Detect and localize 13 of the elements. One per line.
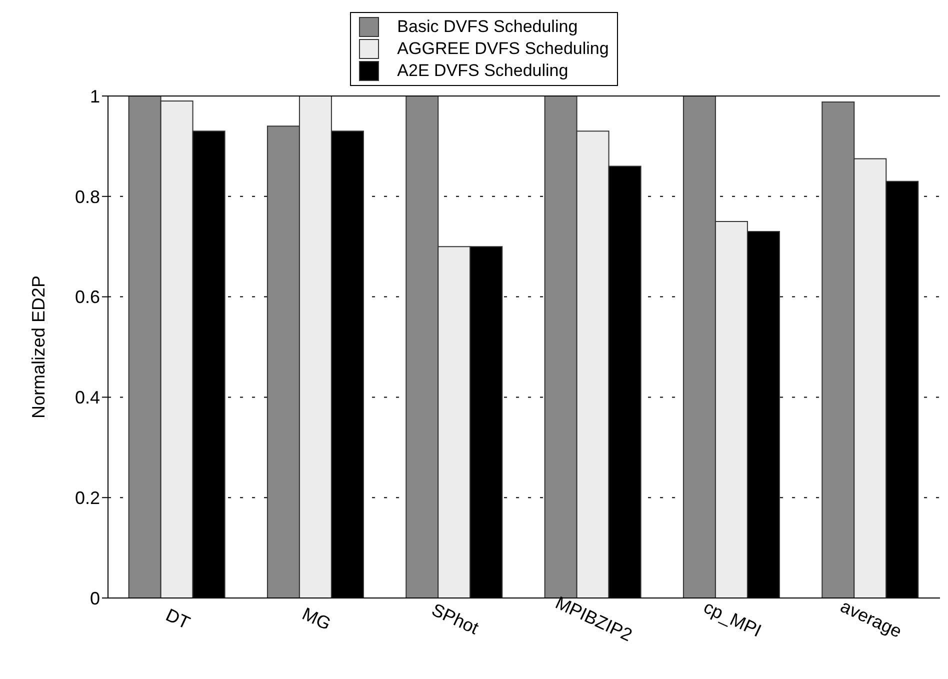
x-tick-label: MG <box>299 604 334 634</box>
y-axis-title: Normalized ED2P <box>28 275 48 419</box>
y-tick-label: 0 <box>90 588 100 608</box>
x-tick-label: SPhot <box>428 599 482 638</box>
legend-label: Basic DVFS Scheduling <box>397 17 578 37</box>
x-tick-label: DT <box>162 604 193 633</box>
y-tick-label: 0.2 <box>74 488 100 508</box>
y-tick-label: 0.6 <box>74 287 100 308</box>
y-tick-label: 0.4 <box>74 388 100 408</box>
legend-label: A2E DVFS Scheduling <box>397 61 568 81</box>
legend-label: AGGREE DVFS Scheduling <box>397 39 609 59</box>
y-tick-label: 1 <box>90 86 100 106</box>
y-tick-label: 0.8 <box>74 186 100 207</box>
